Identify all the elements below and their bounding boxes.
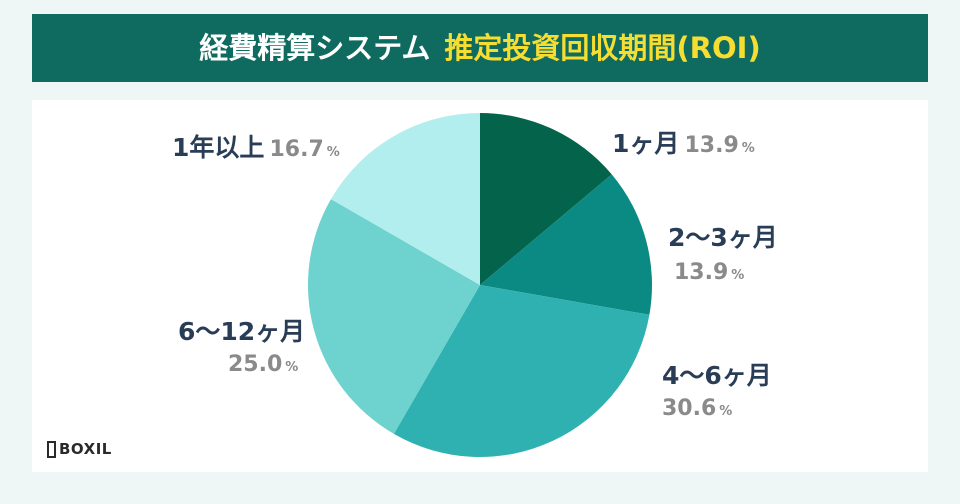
percent-sign: % (719, 404, 733, 419)
title-banner: 経費精算システム 推定投資回収期間(ROI) (32, 14, 928, 82)
pie-slice-3 (393, 285, 650, 458)
boxil-logo-mark (47, 440, 56, 458)
percent-sign: % (731, 268, 745, 283)
value-label: 25.0 (228, 352, 283, 377)
pie-slice-4 (307, 199, 480, 434)
label-6-12months: 6〜12ヶ月 (178, 312, 305, 348)
value-label: 13.9 (684, 133, 739, 158)
label-4-6months: 4〜6ヶ月 (662, 356, 772, 392)
value-label: 13.9 (674, 260, 729, 285)
value-label: 16.7 (269, 137, 324, 162)
pie-chart (307, 113, 653, 458)
label-1month: 1ヶ月 13.9% (612, 124, 755, 160)
chart-panel: 1ヶ月 13.9% 2〜3ヶ月 13.9% 4〜6ヶ月 30.6% 6〜12ヶ月… (32, 100, 928, 472)
value-4-6months: 30.6% (662, 396, 732, 421)
label-2-3months: 2〜3ヶ月 (668, 218, 778, 254)
title-roi: 推定投資回収期間(ROI) (444, 30, 761, 65)
pie-slice-1 (480, 113, 612, 285)
value-label: 30.6 (662, 396, 717, 421)
value-2-3months: 13.9% (674, 260, 744, 285)
category-label: 1年以上 (172, 133, 265, 162)
boxil-logo: BOXIL (47, 440, 112, 458)
percent-sign: % (326, 145, 340, 160)
percent-sign: % (285, 360, 299, 375)
category-label: 6〜12ヶ月 (178, 317, 306, 346)
category-label: 2〜3ヶ月 (668, 223, 778, 252)
category-label: 4〜6ヶ月 (662, 361, 772, 390)
pie-slice-5 (330, 113, 480, 285)
percent-sign: % (741, 141, 755, 156)
pie-slice-2 (480, 174, 653, 315)
label-over-1year: 1年以上 16.7% (172, 128, 340, 164)
value-6-12months: 25.0% (228, 352, 298, 377)
title-system: 経費精算システム (199, 30, 431, 65)
category-label: 1ヶ月 (612, 129, 680, 158)
boxil-logo-text: BOXIL (59, 440, 112, 458)
